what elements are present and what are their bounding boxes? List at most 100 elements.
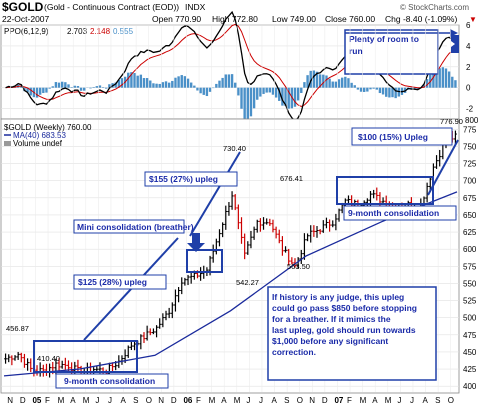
price-label-730: 730.40 bbox=[223, 144, 246, 153]
ppo-hist-bar bbox=[146, 78, 148, 88]
price-y-tick: 700 bbox=[463, 177, 477, 186]
ppo-hist-bar bbox=[89, 88, 91, 89]
x-tick-label: N bbox=[7, 396, 13, 405]
ppo-hist-bar bbox=[256, 88, 258, 100]
price-y-tick: 400 bbox=[463, 382, 477, 391]
ppo-hist-bar bbox=[297, 88, 299, 101]
x-tick-label: J bbox=[259, 396, 263, 405]
x-tick-label: N bbox=[309, 396, 315, 405]
price-y-tick: 625 bbox=[463, 228, 477, 237]
x-tick-label: N bbox=[158, 396, 164, 405]
ppo-hist-bar bbox=[253, 88, 255, 109]
ppo-hist-bar bbox=[250, 88, 252, 117]
ppo-y-tick: 4 bbox=[466, 42, 471, 51]
ppo-hist-bar bbox=[448, 71, 450, 87]
x-tick-label: A bbox=[272, 396, 278, 405]
price-label-563: 563.50 bbox=[287, 262, 310, 271]
ppo-hist-bar bbox=[168, 83, 170, 88]
ppo-hist-bar bbox=[262, 88, 264, 94]
consolidation-2005-label: 9-month consolidation bbox=[64, 376, 155, 386]
ppo-hist-bar bbox=[187, 79, 189, 88]
ppo-hist-bar bbox=[335, 82, 337, 88]
ppo-hist-bar bbox=[259, 88, 261, 97]
ppo-hist-bar bbox=[357, 88, 359, 90]
ppo-hist-bar bbox=[136, 76, 138, 88]
price-y-tick: 650 bbox=[463, 211, 477, 220]
price-y-tick: 750 bbox=[463, 142, 477, 151]
x-tick-label: O bbox=[146, 396, 152, 405]
ppo-hist-bar bbox=[171, 81, 173, 88]
x-tick-label: O bbox=[448, 396, 454, 405]
ppo-hist-bar bbox=[203, 88, 205, 95]
x-tick-label: M bbox=[83, 396, 90, 405]
ppo-hist-bar bbox=[379, 88, 381, 93]
ppo-hist-bar bbox=[228, 74, 230, 87]
x-tick-label: J bbox=[95, 396, 99, 405]
x-tick-label: A bbox=[423, 396, 429, 405]
ppo-hist-bar bbox=[102, 87, 104, 88]
ppo-y-tick: -2 bbox=[466, 105, 474, 114]
price-y-tick: 425 bbox=[463, 365, 477, 374]
price-y-tick: 450 bbox=[463, 348, 477, 357]
x-tick-label: 07 bbox=[334, 396, 343, 405]
symbol-description: (Gold - Continuous Contract (EOD)) bbox=[44, 2, 179, 12]
ppo-hist-bar bbox=[42, 88, 44, 93]
x-tick-label: S bbox=[284, 396, 289, 405]
ppo-hist-bar bbox=[313, 70, 315, 87]
x-tick-label: F bbox=[196, 396, 201, 405]
ppo-hist-bar bbox=[243, 88, 245, 122]
x-tick-label: J bbox=[397, 396, 401, 405]
price-label-676: 676.41 bbox=[280, 174, 303, 183]
x-tick-label: D bbox=[20, 396, 26, 405]
ppo-hist-bar bbox=[48, 88, 50, 89]
consolidation-2007-label: 9-month consolidation bbox=[348, 208, 439, 218]
ppo-hist-bar bbox=[184, 76, 186, 88]
ppo-hist-bar bbox=[240, 88, 242, 109]
ppo-hist-bar bbox=[190, 83, 192, 88]
x-tick-label: M bbox=[360, 396, 367, 405]
ppo-hist-bar bbox=[445, 68, 447, 87]
volume-label: Volume undef bbox=[13, 139, 63, 148]
ppo-hist-bar bbox=[372, 88, 374, 89]
ppo-hist-bar bbox=[196, 88, 198, 91]
ppo-hist-bar bbox=[61, 82, 63, 88]
ppo-hist-bar bbox=[442, 67, 444, 87]
ppo-hist-bar bbox=[218, 81, 220, 88]
ppo-hist-bar bbox=[363, 88, 365, 92]
x-tick-label: M bbox=[209, 396, 216, 405]
x-tick-label: M bbox=[385, 396, 392, 405]
price-y-tick: 600 bbox=[463, 245, 477, 254]
ppo-hist-bar bbox=[121, 78, 123, 88]
price-y-tick: 525 bbox=[463, 297, 477, 306]
ppo-hist-bar bbox=[165, 81, 167, 87]
ppo-hist-bar bbox=[451, 77, 453, 88]
x-tick-label: D bbox=[322, 396, 328, 405]
ppo-hist-bar bbox=[206, 88, 208, 96]
ppo-hist-bar bbox=[354, 85, 356, 87]
quote-low: Low 749.00 bbox=[272, 14, 316, 24]
x-tick-label: S bbox=[133, 396, 138, 405]
x-tick-label: D bbox=[171, 396, 177, 405]
ppo-hist-bar bbox=[92, 87, 94, 88]
ppo-hist-bar bbox=[67, 84, 69, 87]
ppo-hist-bar bbox=[155, 84, 157, 88]
ppo-hist-bar bbox=[133, 73, 135, 88]
mini-consolidation-arrow-shaft bbox=[192, 233, 200, 243]
ppo-hist-bar bbox=[152, 83, 154, 87]
upleg-100-label: $100 (15%) Upleg bbox=[358, 132, 428, 142]
x-tick-label: A bbox=[121, 396, 127, 405]
x-tick-label: 05 bbox=[32, 396, 41, 405]
ppo-hist-bar bbox=[105, 88, 107, 89]
x-tick-label: F bbox=[347, 396, 352, 405]
ppo-hist-bar bbox=[225, 74, 227, 87]
ppo-hist-bar bbox=[55, 82, 57, 88]
ppo-y-tick: 0 bbox=[466, 84, 471, 93]
price-label-542: 542.27 bbox=[236, 278, 259, 287]
history-note-line: could go pass $850 before stopping bbox=[272, 303, 417, 313]
watermark: © StockCharts.com bbox=[400, 3, 469, 12]
ppo-hist-bar bbox=[77, 86, 79, 88]
ppo-hist-bar bbox=[347, 78, 349, 87]
ppo-hist-bar bbox=[64, 82, 66, 87]
price-label-776: 776.90 bbox=[440, 117, 463, 126]
